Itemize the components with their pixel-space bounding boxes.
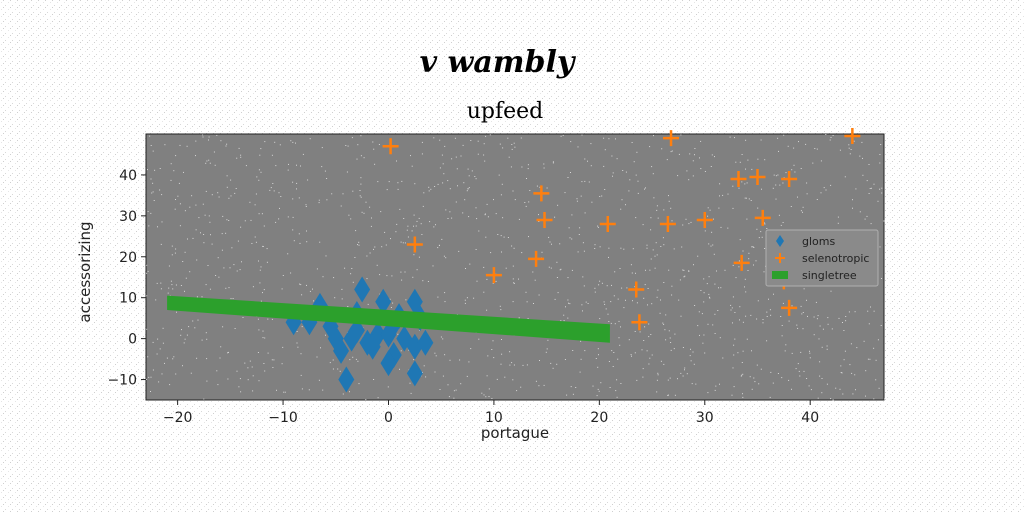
x-tick-label-0: −20 <box>163 410 193 426</box>
x-axis-label: portague <box>481 424 549 442</box>
y-tick-label-5: 40 <box>119 168 137 184</box>
band-singletree <box>167 295 610 343</box>
point-selenotropic-14 <box>781 171 798 188</box>
chart-legend: gloms selenotropic singletree <box>765 229 879 287</box>
y-tick-label-3: 20 <box>119 250 137 266</box>
point-gloms-25 <box>364 333 381 360</box>
point-gloms-22 <box>406 360 423 387</box>
point-selenotropic-10 <box>663 130 680 147</box>
point-selenotropic-15 <box>754 209 771 226</box>
plot-background <box>145 133 885 401</box>
point-selenotropic-6 <box>599 216 616 233</box>
y-tick-label-1: 0 <box>128 332 137 348</box>
legend-swatch-gloms <box>776 235 784 247</box>
series-selenotropic <box>382 128 861 331</box>
chart-marks <box>167 128 861 393</box>
point-gloms-9 <box>354 276 371 303</box>
point-selenotropic-8 <box>631 314 648 331</box>
legend-box <box>765 229 879 287</box>
chart-axes: −20 −10 0 10 20 30 40 −10 0 10 20 30 40 <box>107 168 819 426</box>
x-tick-label-2: 0 <box>384 410 393 426</box>
point-selenotropic-16 <box>733 254 750 271</box>
x-tick-label-4: 20 <box>590 410 608 426</box>
point-gloms-16 <box>380 350 397 377</box>
point-selenotropic-3 <box>536 211 553 228</box>
chart-title: upfeed <box>467 99 544 124</box>
point-gloms-21 <box>406 333 423 360</box>
x-tick-label-6: 40 <box>801 410 819 426</box>
point-selenotropic-19 <box>844 128 861 145</box>
point-selenotropic-11 <box>696 211 713 228</box>
point-gloms-6 <box>333 337 350 364</box>
legend-swatch-selenotropic <box>775 253 785 263</box>
legend-label-gloms: gloms <box>802 235 835 248</box>
point-selenotropic-1 <box>406 236 423 253</box>
y-tick-label-4: 30 <box>119 209 137 225</box>
point-selenotropic-4 <box>528 250 545 267</box>
figure-suptitle: v wambly <box>420 45 577 80</box>
point-selenotropic-7 <box>628 281 645 298</box>
point-gloms-7 <box>338 366 355 393</box>
y-tick-label-0: −10 <box>107 373 137 389</box>
point-selenotropic-9 <box>659 216 676 233</box>
legend-label-singletree: singletree <box>802 269 857 282</box>
y-tick-label-2: 10 <box>119 291 137 307</box>
point-selenotropic-13 <box>749 168 766 185</box>
point-selenotropic-12 <box>730 171 747 188</box>
plot-area <box>145 133 885 401</box>
point-gloms-13 <box>375 288 392 315</box>
legend-swatch-singletree <box>772 271 788 279</box>
point-selenotropic-0 <box>382 138 399 155</box>
point-selenotropic-17 <box>781 299 798 316</box>
x-tick-label-3: 10 <box>485 410 503 426</box>
y-axis-label: accessorizing <box>76 221 94 322</box>
x-tick-label-5: 30 <box>696 410 714 426</box>
x-tick-label-1: −10 <box>268 410 298 426</box>
point-selenotropic-2 <box>533 185 550 202</box>
point-gloms-23 <box>417 329 434 356</box>
series-singletree <box>167 295 610 343</box>
legend-label-selenotropic: selenotropic <box>802 252 869 265</box>
point-selenotropic-5 <box>485 267 502 284</box>
